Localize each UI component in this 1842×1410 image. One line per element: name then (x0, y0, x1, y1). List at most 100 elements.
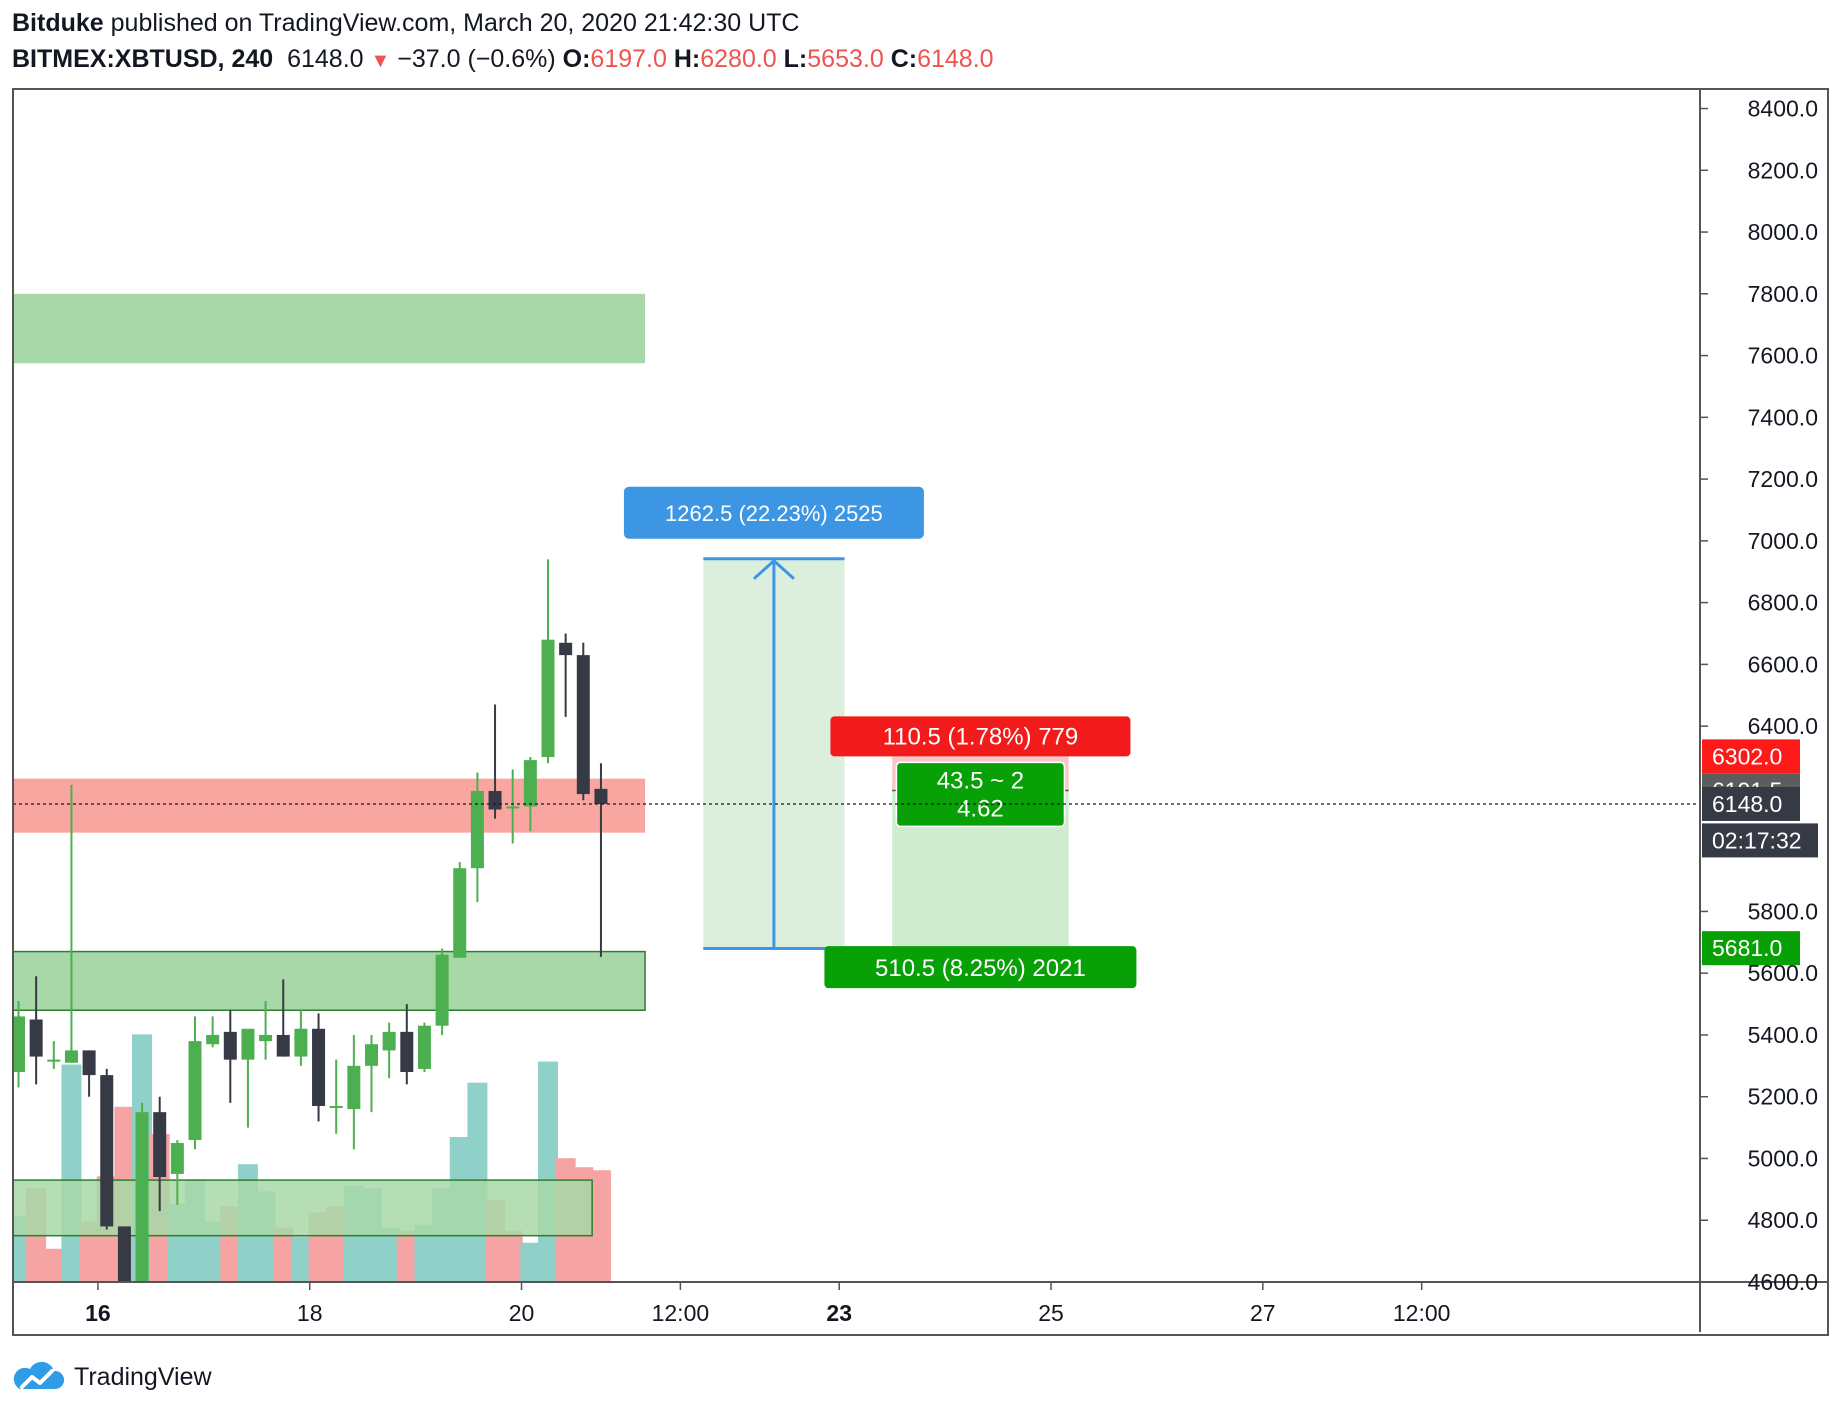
candle-body (541, 639, 555, 758)
low-value: 5653.0 (807, 45, 884, 73)
candle-body (259, 1034, 273, 1042)
plot-area (13, 293, 646, 1282)
price-tick-label: 7800.0 (1748, 281, 1818, 307)
volume-bar (414, 1224, 435, 1282)
time-tick-label: 18 (297, 1300, 323, 1326)
price-tick-label: 4600.0 (1748, 1269, 1818, 1295)
candle-body (488, 790, 502, 810)
candle-body (135, 1112, 149, 1282)
candle-body (523, 760, 537, 807)
brand-name: TradingView (74, 1362, 212, 1391)
author-name[interactable]: Bitduke (12, 9, 104, 37)
arrow-up-icon (752, 558, 795, 580)
candle-body (435, 954, 449, 1026)
volume-bar (396, 1230, 417, 1282)
candle-body (329, 1105, 343, 1108)
candle-body (82, 1050, 96, 1076)
time-tick-label: 27 (1250, 1300, 1276, 1326)
candle-body (506, 806, 520, 809)
candle-body (100, 1075, 114, 1227)
publish-text: published on TradingView.com, March 20, … (103, 9, 800, 37)
volume-bar (273, 1227, 294, 1282)
price-tick-label: 5200.0 (1748, 1084, 1818, 1110)
price-tick-label: 7600.0 (1748, 343, 1818, 369)
time-tick-label: 23 (826, 1300, 852, 1326)
target-label-box (824, 946, 1137, 989)
risk-reward-label: 43.5 ~ 2 (937, 767, 1024, 794)
volume-bar (379, 1227, 400, 1282)
price-tick-label: 5000.0 (1748, 1145, 1818, 1171)
price-tick-label: 5800.0 (1748, 898, 1818, 924)
close-value: 6148.0 (917, 45, 994, 73)
candle-body (223, 1031, 237, 1060)
price-tick-label: 4800.0 (1748, 1207, 1818, 1233)
candle-body (29, 1019, 43, 1057)
candle-body (294, 1028, 308, 1057)
chart-frame (12, 88, 1829, 1336)
symbol-name[interactable]: BITMEX:XBTUSD, 240 (12, 45, 274, 73)
price-tick-label: 7400.0 (1748, 404, 1818, 430)
candle-body (453, 868, 467, 958)
price-tag-label: 02:17:32 (1712, 827, 1802, 853)
stop-label-box (830, 716, 1131, 757)
volume-bar (79, 1221, 100, 1282)
time-tick-label: 25 (1038, 1300, 1064, 1326)
price-tag-label: 5681.0 (1712, 935, 1782, 961)
volume-bar (590, 1170, 611, 1282)
price-tick-label: 8000.0 (1748, 219, 1818, 245)
resistance-zone-upper (13, 293, 646, 364)
high-label: H: (673, 45, 701, 73)
price-change: −37.0 (−0.6%) (397, 45, 556, 73)
price-tick-label: 6800.0 (1748, 590, 1818, 616)
price-tag-label: 6302.0 (1712, 743, 1782, 769)
price-tick-label: 6600.0 (1748, 651, 1818, 677)
price-tick-label: 7000.0 (1748, 528, 1818, 554)
tradingview-cloud-icon (13, 1361, 65, 1389)
price-tag (1702, 786, 1800, 821)
volume-bar (502, 1230, 523, 1282)
candle-body (276, 1034, 290, 1057)
risk-reward-box (895, 761, 1066, 828)
candle-body (47, 1059, 61, 1062)
time-tick-label: 20 (509, 1300, 535, 1326)
stop-label: 110.5 (1.78%) 779 (883, 723, 1079, 750)
time-tick-label: 12:00 (652, 1300, 710, 1326)
down-arrow-icon: ▼ (370, 50, 391, 72)
tradingview-brand[interactable]: TradingView (10, 1357, 212, 1397)
price-tag (1702, 931, 1800, 966)
price-range-label: 1262.5 (22.23%) 2525 (665, 501, 883, 526)
low-label: L: (783, 45, 808, 73)
last-price: 6148.0 (287, 45, 364, 73)
time-tick-label: 12:00 (1393, 1300, 1451, 1326)
candle-body (312, 1028, 326, 1106)
price-tick-label: 6400.0 (1748, 713, 1818, 739)
volume-bar (43, 1248, 64, 1282)
candle-body (400, 1031, 414, 1073)
volume-bar (202, 1221, 223, 1282)
candle-body (188, 1041, 202, 1140)
candle-body (365, 1044, 378, 1066)
candle-body (206, 1034, 220, 1045)
price-tick-label: 5400.0 (1748, 1022, 1818, 1048)
price-tag (1702, 739, 1800, 774)
volume-bar (520, 1242, 541, 1282)
high-value: 6280.0 (700, 45, 777, 73)
candle-body (13, 1016, 25, 1073)
candle-body (117, 1226, 131, 1282)
close-label: C: (890, 45, 918, 73)
candle-body (576, 655, 590, 795)
price-tick-label: 8200.0 (1748, 157, 1818, 183)
open-label: O: (562, 45, 591, 73)
resistance-zone-red (13, 778, 646, 833)
price-tick-label: 8400.0 (1748, 96, 1818, 122)
target-label: 510.5 (8.25%) 2021 (875, 955, 1086, 982)
price-tag-label: 6148.0 (1712, 791, 1782, 817)
candle-body (559, 642, 573, 656)
candle-body (417, 1025, 431, 1069)
candle-body (594, 788, 608, 804)
support-zone-green (13, 950, 646, 1011)
candle-body (170, 1143, 184, 1174)
risk-reward-ratio: 4.62 (957, 795, 1004, 822)
candle-body (153, 1112, 167, 1178)
